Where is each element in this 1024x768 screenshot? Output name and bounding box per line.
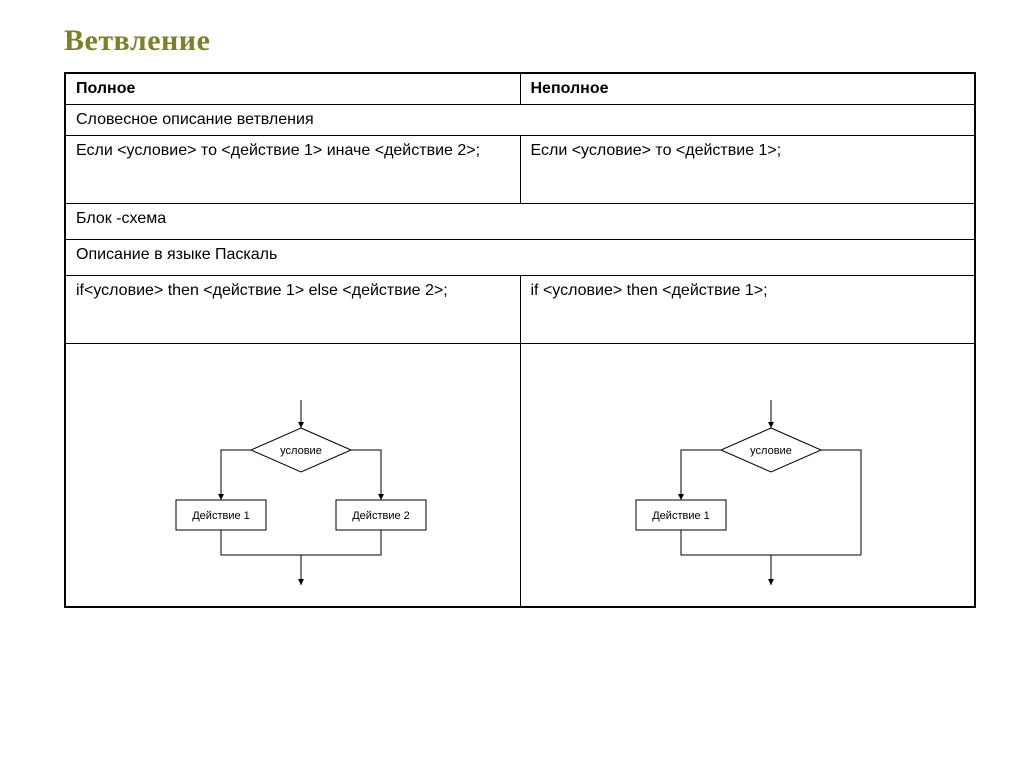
row-verbal-label: Словесное описание ветвления (65, 105, 975, 136)
svg-text:условие: условие (280, 445, 322, 457)
cell-pascal-partial: if <условие> then <действие 1>; (520, 276, 975, 344)
svg-text:условие: условие (750, 445, 792, 457)
flowchart-full: условие Действие 1 Действие 2 (76, 350, 506, 600)
flowchart-partial: условие Действие 1 (531, 350, 961, 600)
row-block-label: Блок -схема (65, 204, 975, 240)
header-full: Полное (65, 73, 520, 105)
svg-text:Действие 1: Действие 1 (652, 510, 710, 522)
cell-pascal-full: if<условие> then <действие 1> else <дейс… (65, 276, 520, 344)
page-title: Ветвление (64, 24, 976, 58)
row-pascal-label: Описание в языке Паскаль (65, 240, 975, 276)
svg-text:Действие 1: Действие 1 (192, 510, 250, 522)
header-partial: Неполное (520, 73, 975, 105)
cell-flowchart-partial: условие Действие 1 (520, 344, 975, 608)
svg-text:Действие 2: Действие 2 (352, 510, 410, 522)
cell-flowchart-full: условие Действие 1 Действие 2 (65, 344, 520, 608)
cell-verbal-partial: Если <условие> то <действие 1>; (520, 136, 975, 204)
branching-table: Полное Неполное Словесное описание ветвл… (64, 72, 976, 608)
cell-verbal-full: Если <условие> то <действие 1> иначе <де… (65, 136, 520, 204)
